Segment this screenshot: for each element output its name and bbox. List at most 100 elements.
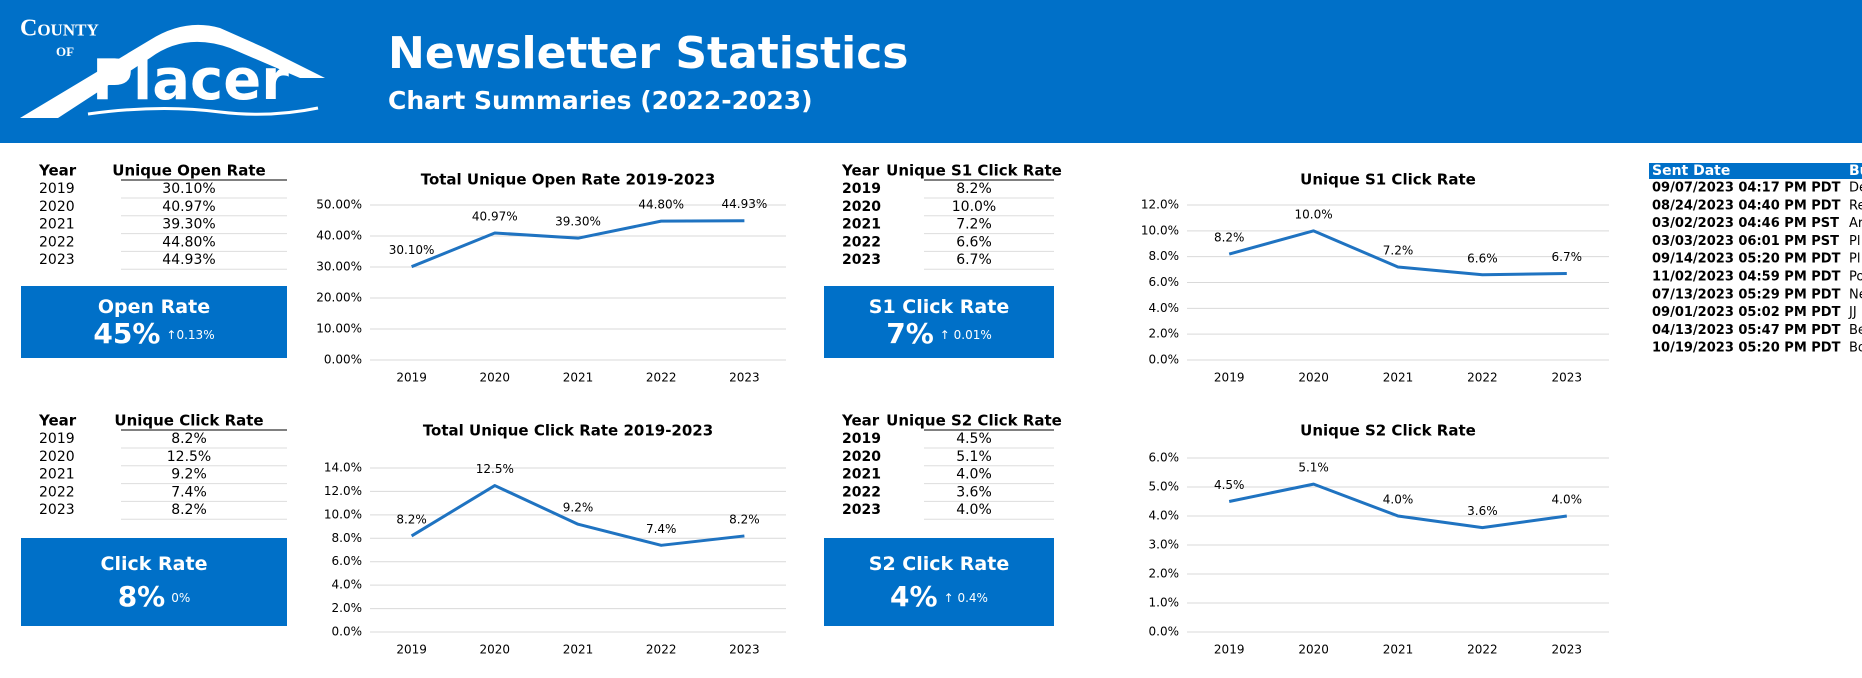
x-tick-label: 2021 [563, 643, 594, 657]
y-tick-label: 6.0% [332, 554, 363, 568]
table-cell: 2023 [842, 502, 881, 518]
table-cell: 8.2% [171, 502, 207, 518]
table-cell: 03/03/2023 06:01 PM PST [1652, 234, 1839, 249]
data-label: 8.2% [1214, 231, 1245, 245]
data-label: 40.97% [472, 209, 518, 223]
logo-wave [87, 106, 319, 116]
table-cell: 2022 [39, 484, 75, 500]
line-series [1228, 229, 1567, 277]
data-label: 5.1% [1298, 461, 1329, 475]
data-label: 4.0% [1552, 493, 1583, 507]
data-label: 8.2% [729, 512, 760, 526]
table-cell: 2023 [39, 252, 75, 268]
logo-name: Placer [92, 48, 289, 113]
y-tick-label: 2.0% [1149, 327, 1180, 341]
table-cell: 10/19/2023 05:20 PM PDT [1652, 341, 1841, 356]
table-cell: 9.2% [171, 467, 207, 483]
kpi-card [21, 538, 287, 626]
kpi-change: ↑ 0.4% [944, 590, 988, 604]
table-cell: 2019 [39, 431, 75, 447]
chart-title: Total Unique Click Rate 2019-2023 [423, 422, 713, 440]
y-tick-label: 4.0% [332, 578, 363, 592]
table-cell: 6.7% [956, 252, 992, 268]
kpi-card [824, 538, 1054, 626]
data-label: 4.5% [1214, 478, 1245, 492]
table-cell: 08/24/2023 04:40 PM PDT [1652, 198, 1841, 213]
kpi-card [824, 286, 1054, 358]
table-cell: 30.10% [162, 181, 215, 197]
table-header: Bu [1849, 163, 1862, 179]
y-tick-label: 2.0% [1149, 567, 1180, 581]
table-cell: 2022 [842, 484, 881, 500]
line-series [410, 484, 745, 547]
kpi-change: ↑ 0.01% [940, 327, 992, 341]
line-series [411, 219, 745, 269]
x-tick-label: 2023 [1552, 643, 1583, 657]
table-cell: Be [1849, 323, 1862, 338]
table-cell: Bo [1849, 341, 1862, 356]
table-cell: 12.5% [167, 449, 211, 465]
y-tick-label: 5.0% [1149, 480, 1180, 494]
table-cell: Pl [1849, 234, 1860, 249]
y-tick-label: 20.00% [316, 291, 362, 305]
page-subtitle: Chart Summaries (2022-2023) [388, 86, 813, 115]
table-cell: 8.2% [956, 181, 992, 197]
y-tick-label: 0.0% [1149, 353, 1180, 367]
kpi-change: 0% [171, 590, 190, 604]
page-title: Newsletter Statistics [388, 28, 908, 79]
table-cell: 09/07/2023 04:17 PM PDT [1652, 181, 1841, 196]
kpi-value: 45% [93, 317, 160, 350]
logo-of: of [56, 40, 74, 60]
x-tick-label: 2019 [396, 371, 427, 385]
kpi-change: ↑0.13% [166, 327, 214, 341]
y-tick-label: 4.0% [1149, 301, 1180, 315]
table-header: Unique S1 Click Rate [886, 162, 1062, 180]
y-tick-label: 8.0% [332, 531, 363, 545]
y-tick-label: 8.0% [1149, 249, 1180, 263]
table-cell: 2021 [39, 217, 75, 233]
y-tick-label: 14.0% [324, 461, 362, 475]
table-header: Unique S2 Click Rate [886, 412, 1062, 430]
table-cell: 3.6% [956, 484, 992, 500]
kpi-label: Open Rate [98, 296, 210, 318]
y-tick-label: 2.0% [332, 601, 363, 615]
kpi-label: S2 Click Rate [869, 553, 1009, 575]
data-label: 6.7% [1552, 250, 1583, 264]
table-cell: 8.2% [171, 431, 207, 447]
chart-title: Unique S1 Click Rate [1300, 171, 1476, 189]
data-label: 3.6% [1467, 504, 1498, 518]
y-tick-label: 6.0% [1149, 275, 1180, 289]
data-label: 44.93% [722, 197, 768, 211]
data-label: 10.0% [1295, 207, 1333, 221]
table-cell: 03/02/2023 04:46 PM PST [1652, 216, 1839, 231]
y-tick-label: 0.00% [324, 353, 362, 367]
x-tick-label: 2020 [1298, 371, 1329, 385]
x-tick-label: 2023 [729, 371, 760, 385]
table-cell: 44.80% [162, 234, 215, 250]
table-cell: De [1849, 181, 1862, 196]
y-tick-label: 50.00% [316, 198, 362, 212]
x-tick-label: 2022 [646, 371, 677, 385]
kpi-label: Click Rate [101, 553, 208, 575]
x-tick-label: 2019 [1214, 643, 1245, 657]
kpi-value-line: 7% ↑ 0.01% [886, 317, 992, 350]
table-cell: 39.30% [162, 217, 215, 233]
table-cell: 09/14/2023 05:20 PM PDT [1652, 252, 1841, 267]
table-cell: 2021 [842, 467, 881, 483]
kpi-value-line: 4% ↑ 0.4% [890, 580, 988, 613]
table-header: Sent Date [1652, 163, 1730, 179]
x-tick-label: 2023 [1552, 371, 1583, 385]
table-cell: 2020 [842, 199, 881, 215]
kpi-value: 7% [886, 317, 934, 350]
table-cell: 09/01/2023 05:02 PM PDT [1652, 305, 1841, 320]
logo-county: County [20, 16, 99, 42]
table-cell: 7.4% [171, 484, 207, 500]
x-tick-label: 2020 [480, 643, 511, 657]
x-tick-label: 2021 [1383, 371, 1414, 385]
logo-mountain [20, 24, 325, 118]
y-tick-label: 0.0% [1149, 625, 1180, 639]
kpi-label: S1 Click Rate [869, 296, 1009, 318]
table-cell: JJ [1848, 305, 1857, 320]
